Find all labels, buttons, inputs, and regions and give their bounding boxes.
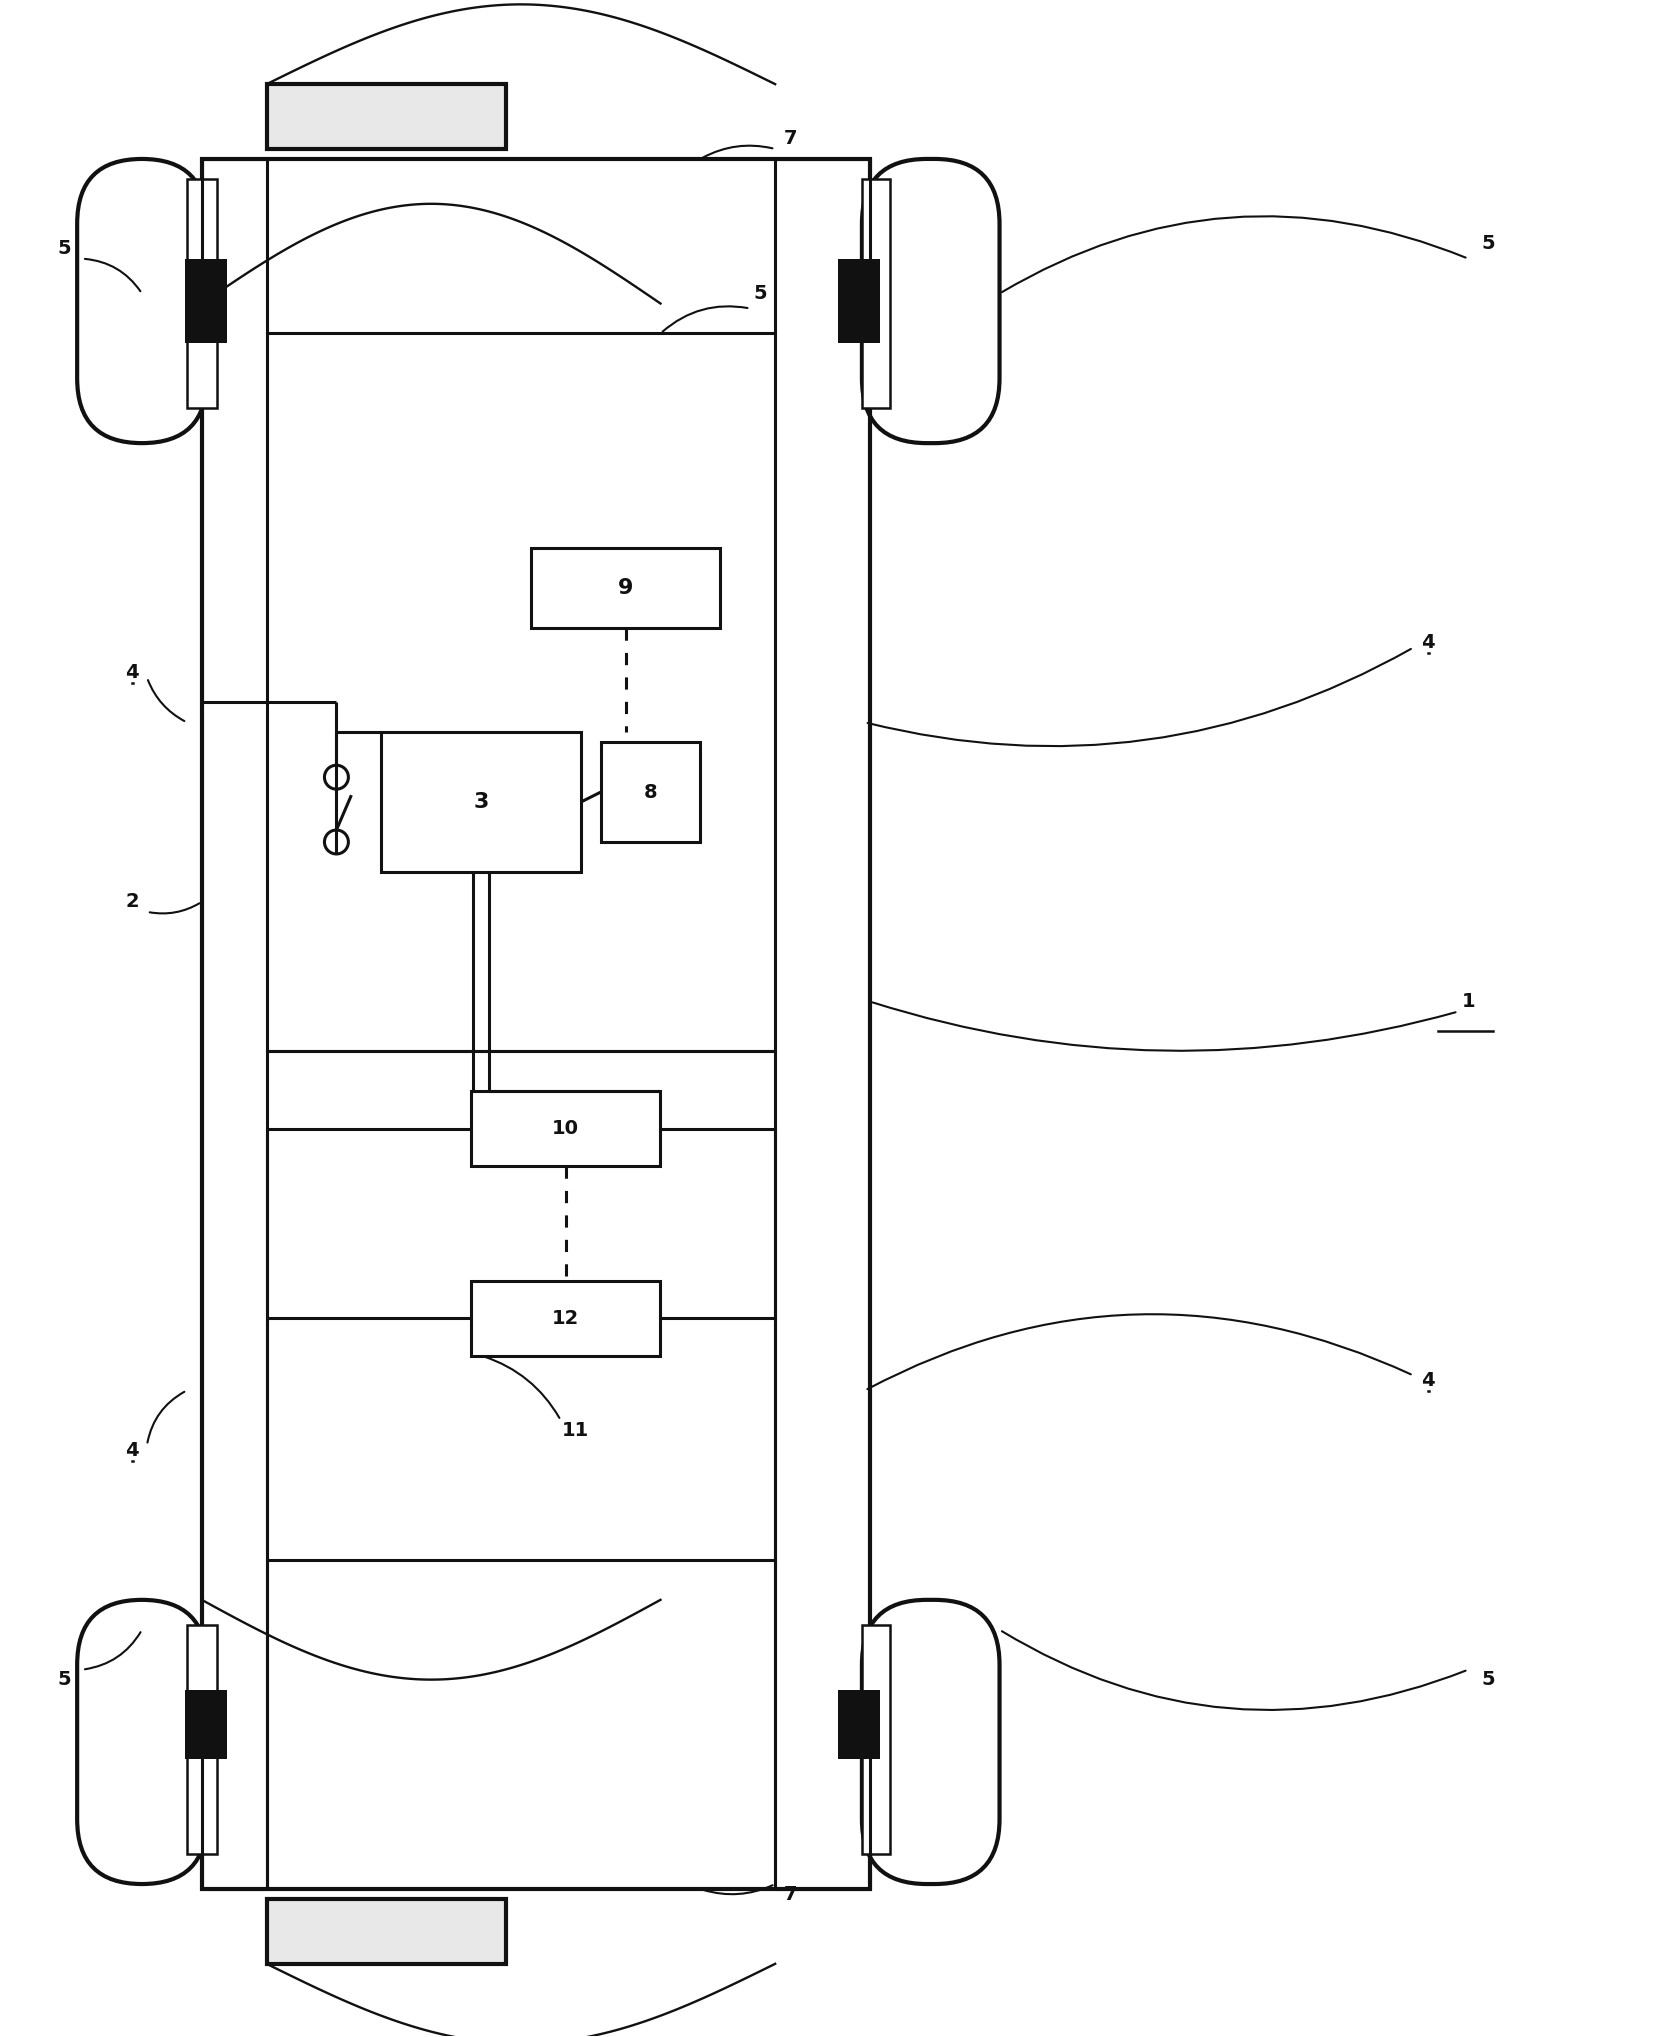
Text: 10: 10 xyxy=(553,1118,579,1139)
Text: 5: 5 xyxy=(1481,1670,1495,1689)
Bar xyxy=(862,179,890,407)
Text: 5: 5 xyxy=(753,283,767,304)
Text: 7: 7 xyxy=(783,1884,797,1903)
Bar xyxy=(531,548,720,627)
Text: 12: 12 xyxy=(553,1308,579,1328)
Text: 9: 9 xyxy=(618,579,633,597)
Bar xyxy=(187,1626,217,1854)
Bar xyxy=(267,1898,506,1964)
Bar xyxy=(267,1051,775,1560)
Text: 5: 5 xyxy=(57,238,72,259)
Text: 7: 7 xyxy=(783,130,797,149)
Bar xyxy=(601,741,700,841)
Bar xyxy=(187,179,217,407)
Bar xyxy=(381,733,581,872)
Text: 3: 3 xyxy=(473,792,489,813)
Text: 1: 1 xyxy=(1461,992,1475,1010)
Text: 11: 11 xyxy=(563,1422,590,1440)
Bar xyxy=(838,259,880,344)
Bar xyxy=(185,1689,227,1760)
Bar xyxy=(838,1689,880,1760)
Text: 2: 2 xyxy=(125,892,139,911)
Text: 5: 5 xyxy=(1481,234,1495,253)
Text: 4: 4 xyxy=(1421,634,1435,652)
Bar xyxy=(185,259,227,344)
Text: 5: 5 xyxy=(57,1670,72,1689)
Bar xyxy=(471,1092,661,1165)
Text: 4: 4 xyxy=(1421,1371,1435,1389)
Text: 4: 4 xyxy=(125,1440,139,1461)
Bar xyxy=(267,84,506,149)
Bar xyxy=(862,1626,890,1854)
Bar xyxy=(471,1281,661,1355)
Bar xyxy=(202,159,870,1888)
Text: 4: 4 xyxy=(125,662,139,682)
Text: 8: 8 xyxy=(643,782,658,803)
Bar xyxy=(267,334,775,1051)
